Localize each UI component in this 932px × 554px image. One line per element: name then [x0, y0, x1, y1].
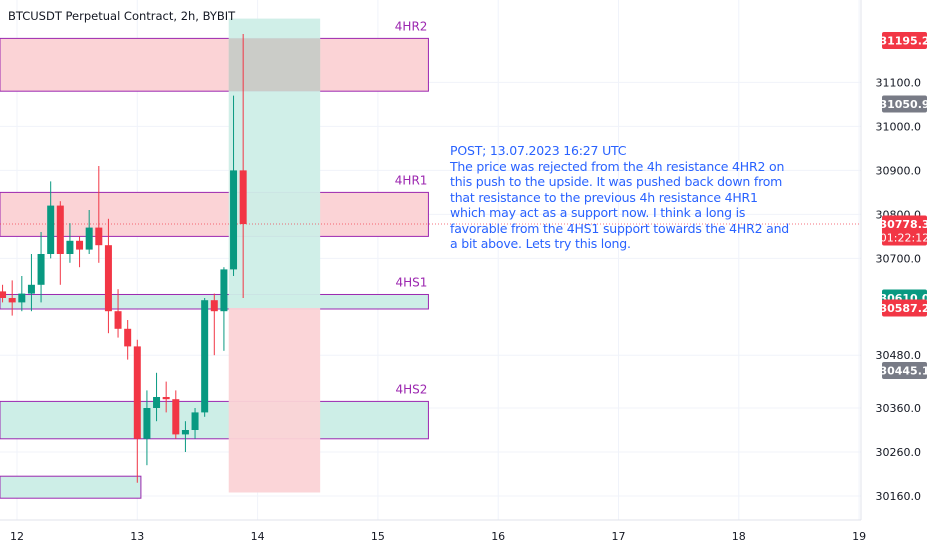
axis-layer: 31100.031000.030900.030800.030700.030480… — [0, 0, 921, 543]
price-tick-label: 30260.0 — [876, 446, 922, 459]
annotation-line: which may act as a support now. I think … — [450, 205, 746, 220]
price-badge — [882, 215, 927, 246]
candle-body — [27, 284, 35, 294]
position-layer — [0, 18, 861, 493]
time-tick-label: 18 — [732, 530, 746, 543]
candle-body — [172, 399, 180, 435]
zone-4hr2 — [0, 37, 429, 92]
zone-label-layer: 4HR2 4HR1 4HS1 4HS2 — [395, 19, 428, 396]
time-tick-label: 15 — [371, 530, 385, 543]
candle-body — [8, 297, 16, 303]
price-badge-label: 30445.1 — [879, 365, 929, 378]
time-tick-label: 16 — [491, 530, 505, 543]
time-tick-label: 14 — [251, 530, 265, 543]
trade-annotation: POST; 13.07.2023 16:27 UTC The price was … — [450, 143, 790, 252]
position-zone-overlap — [228, 38, 321, 92]
time-tick-label: 12 — [10, 530, 24, 543]
price-tick-label: 30900.0 — [876, 164, 922, 177]
candle-body — [210, 300, 218, 312]
candle-body — [191, 412, 199, 430]
price-badge-label: 31050.9 — [879, 98, 929, 111]
price-tick-label: 30700.0 — [876, 252, 922, 265]
candle-body — [18, 293, 26, 303]
candle-body — [0, 291, 7, 298]
candle-body — [133, 346, 141, 439]
time-tick-label: 13 — [130, 530, 144, 543]
zone-layer — [0, 37, 429, 499]
candle-body — [143, 407, 151, 439]
candle-body — [76, 240, 84, 250]
annotation-line: a bit above. Lets try this long. — [450, 236, 631, 251]
time-tick-label: 19 — [852, 530, 866, 543]
candle-body — [153, 396, 161, 408]
chart-title: BTCUSDT Perpetual Contract, 2h, BYBIT — [8, 9, 236, 23]
candle-body — [85, 227, 93, 250]
zone-label-4hs1: 4HS1 — [396, 275, 428, 289]
annotation-line: The price was rejected from the 4h resis… — [450, 158, 785, 174]
annotation-line: that resistance to the previous 4h resis… — [450, 189, 758, 205]
candle-layer — [0, 33, 247, 483]
price-badge-layer: 31195.231050.930778.301:22:1230610.03058… — [879, 32, 930, 380]
price-tick-label: 30480.0 — [876, 349, 922, 362]
candle-body — [104, 245, 112, 312]
price-badge — [882, 299, 927, 317]
position-loss-area — [228, 308, 321, 493]
zone-label-4hs2: 4HS2 — [396, 382, 428, 396]
zone-4hr1 — [0, 191, 429, 237]
time-tick-label: 17 — [612, 530, 626, 543]
candle-body — [181, 429, 189, 435]
annotation-line: favorable from the 4HS1 support towards … — [450, 220, 790, 236]
price-badge — [882, 95, 927, 113]
price-badge — [882, 32, 927, 49]
price-badge-countdown: 01:22:12 — [880, 231, 929, 244]
candle-body — [162, 396, 170, 400]
candle-body — [220, 269, 228, 312]
price-badge — [882, 362, 927, 380]
candle-body — [37, 253, 45, 285]
candle-body — [114, 311, 122, 329]
candle-body — [66, 240, 74, 254]
candle-body — [239, 170, 247, 225]
zone-lower-support — [0, 475, 142, 499]
candle-body — [95, 227, 103, 246]
candle-body — [230, 170, 238, 270]
price-tick-label: 30160.0 — [876, 490, 922, 503]
candle-body — [56, 205, 64, 254]
candle-body — [201, 300, 209, 413]
candle-body — [47, 205, 55, 254]
price-badge-label: 30587.2 — [879, 302, 929, 315]
annotation-line: this push to the upside. It was pushed b… — [450, 174, 783, 189]
annotation-line: POST; 13.07.2023 16:27 UTC — [450, 143, 627, 158]
zone-4hs2 — [0, 400, 429, 440]
candle-body — [124, 328, 132, 347]
price-badge-label: 30778.3 — [879, 218, 929, 231]
price-tick-label: 31100.0 — [876, 76, 922, 89]
price-tick-label: 31000.0 — [876, 120, 922, 133]
price-badge-label: 31195.2 — [879, 35, 929, 48]
zone-label-4hr2: 4HR2 — [395, 19, 428, 33]
zone-label-4hr1: 4HR1 — [395, 173, 428, 187]
price-tick-label: 30360.0 — [876, 402, 922, 415]
